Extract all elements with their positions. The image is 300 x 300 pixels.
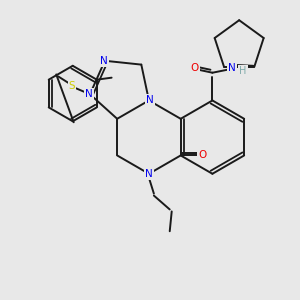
Text: N: N (146, 95, 154, 106)
Text: N: N (228, 63, 236, 73)
Text: N: N (85, 89, 93, 99)
Text: O: O (198, 150, 207, 161)
Text: N: N (228, 63, 236, 73)
Text: O: O (190, 63, 199, 73)
Text: O: O (190, 63, 199, 73)
Text: H: H (239, 66, 247, 76)
Text: N: N (146, 95, 154, 106)
Text: N: N (145, 169, 153, 179)
Text: N: N (85, 89, 93, 99)
Text: N: N (145, 169, 153, 179)
Text: S: S (69, 81, 75, 91)
Text: O: O (198, 150, 207, 161)
Text: H: H (239, 66, 247, 76)
Text: N: N (100, 56, 108, 66)
Text: S: S (69, 81, 75, 91)
Text: N: N (100, 56, 108, 66)
